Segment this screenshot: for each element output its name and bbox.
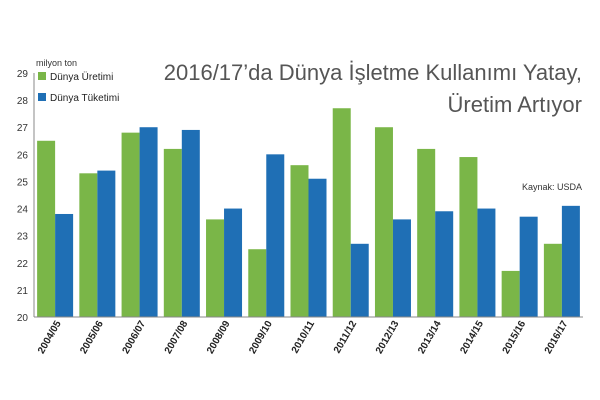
bar-consumption — [181, 129, 200, 317]
bar-production — [417, 148, 436, 317]
bar-production — [248, 249, 267, 317]
bar-production — [332, 108, 351, 317]
x-tick-label: 2015/16 — [501, 319, 529, 356]
legend-label-consumption: Dünya Tüketimi — [50, 93, 119, 104]
x-axis: 2004/05 2005/06 2006/07 2007/08 2008/09 2009/… — [36, 319, 571, 356]
legend-swatch-consumption — [38, 93, 46, 101]
bar-production — [37, 140, 56, 317]
y-tick-label: 28 — [17, 96, 29, 107]
bar-consumption — [350, 243, 369, 317]
x-tick-label: 2004/05 — [36, 319, 64, 356]
bar-production — [79, 173, 98, 317]
bar-consumption — [308, 178, 327, 317]
source-note: Kaynak: USDA — [522, 182, 582, 192]
bar-consumption — [224, 208, 243, 317]
bars — [37, 108, 580, 317]
bar-production — [459, 157, 478, 317]
bar-consumption — [266, 154, 285, 317]
x-tick-label: 2011/12 — [332, 319, 360, 356]
x-tick-label: 2006/07 — [121, 319, 149, 356]
x-tick-label: 2007/08 — [163, 319, 191, 356]
bar-production — [543, 243, 562, 317]
bar-consumption — [519, 216, 538, 317]
x-tick-label: 2014/15 — [458, 319, 486, 356]
x-tick-label: 2012/13 — [374, 319, 402, 356]
y-tick-label: 24 — [17, 205, 29, 216]
y-axis-unit: milyon ton — [36, 58, 77, 68]
bar-production — [121, 132, 140, 317]
bar-production — [206, 219, 225, 317]
legend-swatch-production — [38, 72, 46, 80]
bar-consumption — [97, 170, 116, 317]
bar-consumption — [139, 127, 158, 317]
x-tick-label: 2016/17 — [543, 319, 571, 356]
bar-production — [501, 270, 520, 317]
x-tick-label: 2009/10 — [247, 319, 275, 356]
bar-production — [290, 165, 309, 317]
y-tick-label: 22 — [17, 259, 29, 270]
bar-consumption — [435, 211, 454, 317]
chart-title-line2: Üretim Artıyor — [448, 92, 582, 117]
legend: Dünya Üretimi Dünya Tüketimi — [38, 71, 119, 104]
y-tick-label: 27 — [17, 123, 29, 134]
legend-label-production: Dünya Üretimi — [50, 71, 113, 83]
bar-consumption — [561, 205, 580, 317]
x-tick-label: 2010/11 — [290, 319, 318, 356]
y-tick-label: 29 — [17, 69, 29, 80]
y-axis: 20 21 22 23 24 25 26 27 28 29 — [17, 69, 29, 324]
y-tick-label: 21 — [17, 286, 29, 297]
bar-production — [374, 127, 393, 317]
bar-consumption — [55, 213, 74, 317]
y-tick-label: 25 — [17, 177, 29, 188]
bar-consumption — [392, 219, 411, 317]
bar-production — [163, 148, 182, 317]
x-tick-label: 2005/06 — [78, 319, 106, 356]
bar-consumption — [477, 208, 496, 317]
chart-title-line1: 2016/17’da Dünya İşletme Kullanımı Yatay… — [164, 60, 582, 85]
x-tick-label: 2008/09 — [205, 319, 233, 356]
x-tick-label: 2013/14 — [416, 319, 444, 356]
y-tick-label: 23 — [17, 232, 29, 243]
y-tick-label: 26 — [17, 150, 29, 161]
y-tick-label: 20 — [17, 313, 29, 324]
